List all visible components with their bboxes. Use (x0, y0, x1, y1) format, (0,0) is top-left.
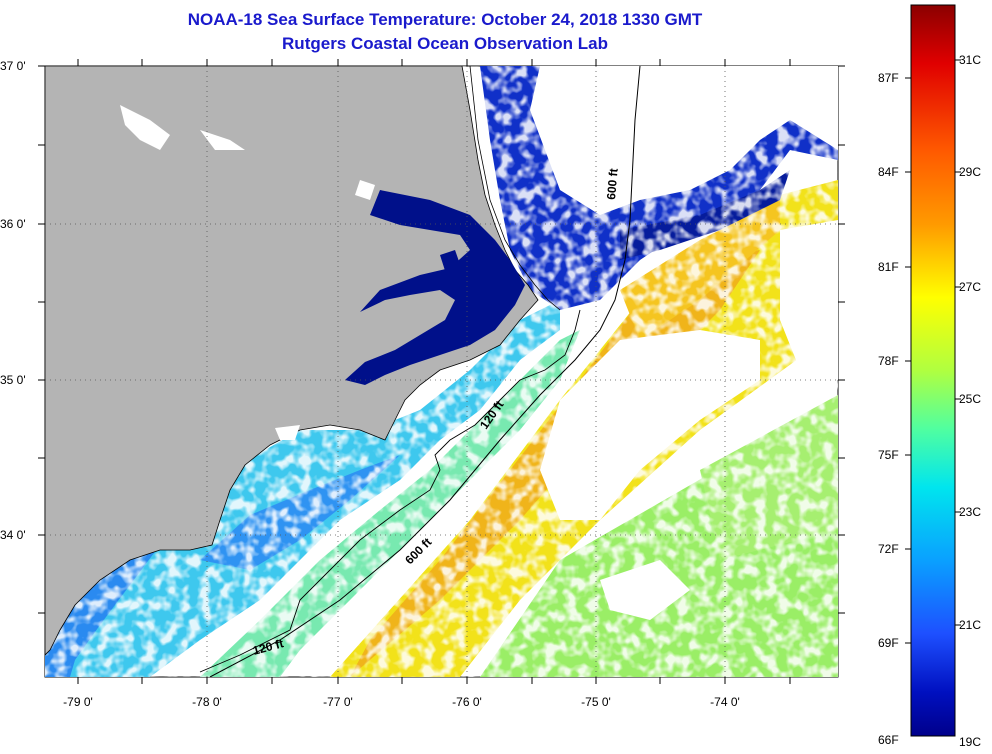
colorbar-c-label: 21C (959, 618, 981, 632)
lon-label: -74 0' (710, 695, 740, 709)
colorbar-ticks (905, 59, 961, 644)
cloud-east (780, 220, 838, 380)
colorbar-c-label: 29C (959, 165, 981, 179)
contour-label: 600 ft (604, 168, 621, 200)
lat-label: 34 0' (0, 528, 26, 542)
colorbar-c-label: 27C (959, 280, 981, 294)
colorbar-f-label: 69F (878, 636, 899, 650)
white-lake-3 (355, 180, 375, 200)
inland-water-1 (440, 250, 462, 280)
colorbar-f-label: 75F (878, 448, 899, 462)
map-subtitle: Rutgers Coastal Ocean Observation Lab (282, 34, 608, 53)
colorbar-f-label: 72F (878, 542, 899, 556)
colorbar-c-label: 25C (959, 392, 981, 406)
colorbar-c-label: 23C (959, 505, 981, 519)
colorbar-c-label: 31C (959, 53, 981, 67)
lon-label: -75 0' (581, 695, 611, 709)
outer-banks (469, 66, 561, 311)
lon-label: -78 0' (192, 695, 222, 709)
lat-ticks (38, 65, 845, 614)
colorbar-f-label: 84F (878, 165, 899, 179)
lon-label: -76 0' (452, 695, 482, 709)
lat-label: 35 0' (0, 373, 26, 387)
lat-label: 37 0' (0, 59, 26, 73)
white-lake-2 (200, 130, 245, 150)
lon-ticks (77, 59, 791, 684)
lon-label: -79 0' (63, 695, 93, 709)
colorbar-c-label: 19C (959, 735, 981, 749)
colorbar-f-label: 81F (878, 260, 899, 274)
graticule (45, 66, 838, 677)
colorbar (910, 4, 956, 737)
cloud-southeast (600, 560, 690, 620)
cloud-north (530, 66, 838, 215)
cloud-central (540, 330, 760, 520)
white-lake-1 (120, 105, 170, 150)
lon-label: -77 0' (323, 695, 353, 709)
colorbar-f-label: 87F (878, 71, 899, 85)
white-lake-4 (275, 425, 300, 440)
map-title: NOAA-18 Sea Surface Temperature: October… (187, 10, 703, 29)
colorbar-f-label: 78F (878, 354, 899, 368)
contour-600ft-line (209, 66, 641, 677)
contour-120ft-line (199, 309, 581, 673)
albemarle-pamlico-sound (345, 190, 525, 385)
colorbar-f-label: 66F (878, 733, 899, 747)
lat-label: 36 0' (0, 217, 26, 231)
